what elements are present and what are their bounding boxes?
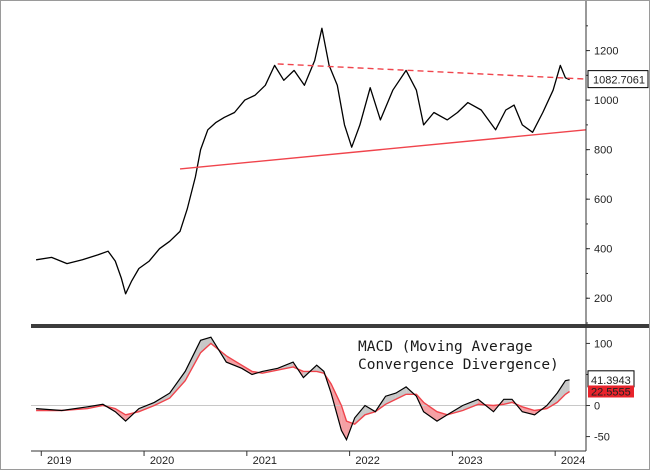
macd-histogram-fill xyxy=(200,337,211,353)
y-tick-label: 1200 xyxy=(594,46,618,58)
macd-histogram-fill xyxy=(522,406,535,415)
x-tick-label: 2020 xyxy=(150,455,174,467)
last-price-box xyxy=(587,70,649,89)
price-panel xyxy=(36,27,587,295)
support-trendline xyxy=(179,129,587,170)
resistance-trendline xyxy=(277,63,587,80)
macd-series-line xyxy=(36,336,570,442)
y-tick-label: 400 xyxy=(594,244,612,256)
x-tick-label: 2024 xyxy=(561,455,585,467)
last-price-label: 1082.7061 xyxy=(593,75,645,87)
macd-histogram-fill xyxy=(354,405,366,425)
signal-last-label: 22.5555 xyxy=(591,386,631,398)
x-tick-label: 2021 xyxy=(253,455,277,467)
macd-histogram-fill xyxy=(341,405,347,440)
x-tick-label: 2023 xyxy=(458,455,482,467)
macd-histogram-fill xyxy=(462,399,479,411)
macd-panel: MACD (Moving Average Convergence Divergen… xyxy=(31,336,586,442)
macd-histogram-fill xyxy=(331,383,342,431)
y-tick-label: 800 xyxy=(594,145,612,157)
macd-histogram-fill xyxy=(169,371,186,399)
axes: 200400600800100012001082.7061100500-5041… xyxy=(31,1,649,467)
macd-y-tick-label: 100 xyxy=(594,338,612,350)
signal-series-line xyxy=(36,342,570,426)
y-tick-label: 600 xyxy=(594,194,612,206)
macd-y-tick-label: 0 xyxy=(594,401,600,413)
panel-separator xyxy=(31,324,649,328)
macd-last-label: 41.3943 xyxy=(591,375,631,387)
macd-annotation-line: Convergence Divergence) xyxy=(358,357,559,373)
y-tick-label: 1000 xyxy=(594,95,618,107)
macd-histogram-fill xyxy=(557,380,566,403)
price-series-line xyxy=(36,27,570,295)
signal-last-box xyxy=(588,385,634,398)
macd-annotation-line: MACD (Moving Average xyxy=(358,339,533,355)
macd-annotation: MACD (Moving Average Convergence Divergen… xyxy=(358,339,559,373)
macd-histogram-fill xyxy=(503,399,512,405)
x-tick-label: 2022 xyxy=(355,455,379,467)
x-tick-label: 2019 xyxy=(47,455,71,467)
macd-y-tick-label: -50 xyxy=(594,432,610,444)
macd-histogram-fill xyxy=(423,402,437,422)
macd-histogram-fill xyxy=(565,379,570,395)
macd-histogram-fill xyxy=(395,386,407,400)
macd-histogram-fill xyxy=(185,340,201,381)
y-tick-label: 200 xyxy=(594,293,612,305)
macd-histogram-fill xyxy=(154,393,170,406)
